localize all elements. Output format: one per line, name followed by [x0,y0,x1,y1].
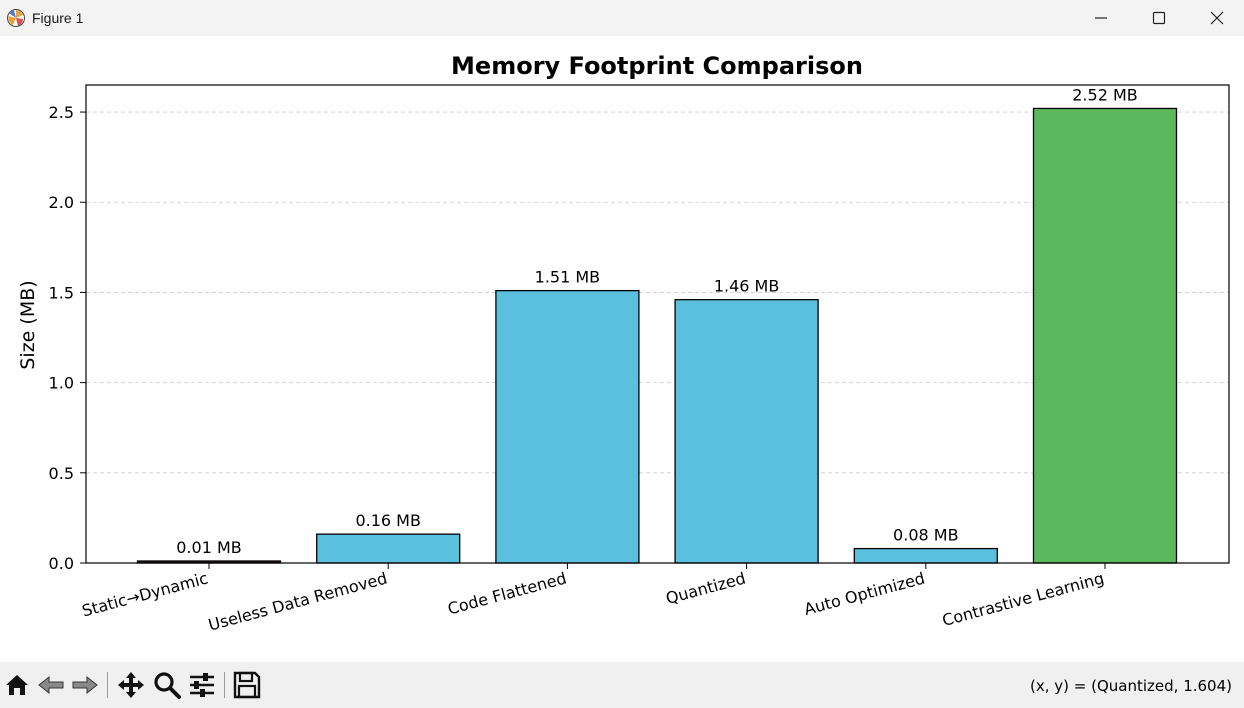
home-button[interactable] [2,670,32,700]
value-label: 0.08 MB [893,526,959,545]
save-button[interactable] [232,670,262,700]
toolbar-separator [107,672,108,698]
zoom-icon [154,672,181,699]
maximize-button[interactable] [1130,0,1188,36]
y-tick-label: 0.5 [49,464,74,483]
close-button[interactable] [1188,0,1244,36]
x-tick-label: Auto Optimized [802,569,927,619]
bar-4 [674,298,819,564]
value-labels: 0.01 MB 0.16 MB 1.51 MB 1.46 MB 0.08 MB 2.52 … [176,85,1138,557]
pan-icon [118,672,144,698]
minimize-button[interactable] [1072,0,1130,36]
cursor-coordinates: (x, y) = (Quantized, 1.604) [1030,677,1232,695]
x-tick-label: Static→Dynamic [80,569,210,621]
close-icon [1210,11,1224,25]
value-label: 1.51 MB [535,268,601,287]
matplotlib-icon [7,9,25,27]
y-tick-label: 2.0 [49,193,74,212]
figure-canvas[interactable]: Memory Footprint Comparison Size (MB) 0.… [0,36,1244,662]
chart-title: Memory Footprint Comparison [451,52,863,80]
navigation-toolbar: (x, y) = (Quantized, 1.604) [0,662,1244,708]
window-title: Figure 1 [32,10,84,26]
configure-subplots-button[interactable] [187,670,217,700]
x-tick-label: Useless Data Removed [206,569,389,635]
toolbar-separator [224,672,225,698]
forward-button[interactable] [70,670,100,700]
bar-2 [316,533,461,564]
y-axis-ticks: 0.0 0.5 1.0 1.5 2.0 2.5 [49,103,86,573]
value-label: 1.46 MB [714,277,780,296]
y-tick-label: 2.5 [49,103,74,122]
value-label: 0.01 MB [176,538,242,557]
bar-3 [495,289,640,564]
home-icon [6,675,28,695]
bar-5 [853,547,998,564]
y-axis-label: Size (MB) [17,280,39,369]
maximize-icon [1152,11,1166,25]
value-label: 2.52 MB [1072,85,1138,104]
y-tick-label: 0.0 [49,554,74,573]
y-tick-label: 1.0 [49,374,74,393]
bars [136,107,1178,564]
title-bar: Figure 1 [0,0,1244,36]
bar-chart: Memory Footprint Comparison Size (MB) 0.… [17,52,1230,635]
x-tick-label: Code Flattened [446,569,569,619]
value-label: 0.16 MB [355,511,421,530]
pan-button[interactable] [116,670,146,700]
forward-arrow-icon [72,675,98,695]
y-tick-label: 1.5 [49,283,74,302]
x-tick-label: Contrastive Learning [940,569,1106,630]
configure-subplots-icon [190,673,214,697]
minimize-icon [1095,17,1107,19]
zoom-button[interactable] [152,670,182,700]
bar-6 [1032,107,1178,564]
x-tick-label: Quantized [664,569,748,609]
back-arrow-icon [38,675,64,695]
save-icon [233,671,261,699]
plot-frame [85,84,1230,564]
back-button[interactable] [36,670,66,700]
